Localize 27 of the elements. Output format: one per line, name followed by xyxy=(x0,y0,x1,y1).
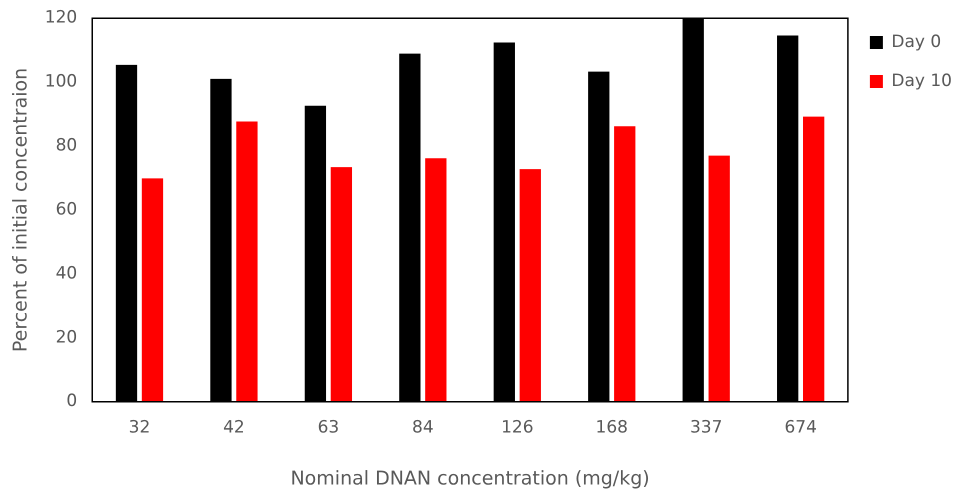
bar xyxy=(614,126,636,402)
bar xyxy=(708,156,730,402)
y-tick-label: 0 xyxy=(66,391,78,412)
y-tick-label: 100 xyxy=(44,72,78,92)
x-tick-label: 32 xyxy=(128,417,150,438)
bar xyxy=(142,178,164,402)
legend-label: Day 10 xyxy=(891,70,952,91)
bar xyxy=(520,169,541,402)
y-axis-title: Percent of initial concentraion xyxy=(9,68,32,352)
x-tick-label: 674 xyxy=(784,417,817,438)
y-tick-label: 40 xyxy=(56,263,78,284)
bar xyxy=(330,167,352,402)
y-tick-label: 20 xyxy=(56,327,78,348)
bar xyxy=(425,158,446,402)
x-tick-label: 84 xyxy=(412,417,434,438)
x-tick-label: 126 xyxy=(501,417,534,438)
bar xyxy=(803,116,824,402)
y-tick-label: 60 xyxy=(56,199,78,220)
x-axis-title: Nominal DNAN concentration (mg/kg) xyxy=(290,468,650,490)
x-tick-label: 337 xyxy=(690,417,722,438)
y-tick-label: 80 xyxy=(56,135,78,156)
x-tick-label: 63 xyxy=(318,417,340,438)
legend-label: Day 0 xyxy=(891,32,942,52)
bar xyxy=(236,121,258,402)
x-tick-label: 168 xyxy=(596,417,628,438)
y-tick-label: 120 xyxy=(44,8,78,28)
x-tick-label: 42 xyxy=(223,417,245,438)
